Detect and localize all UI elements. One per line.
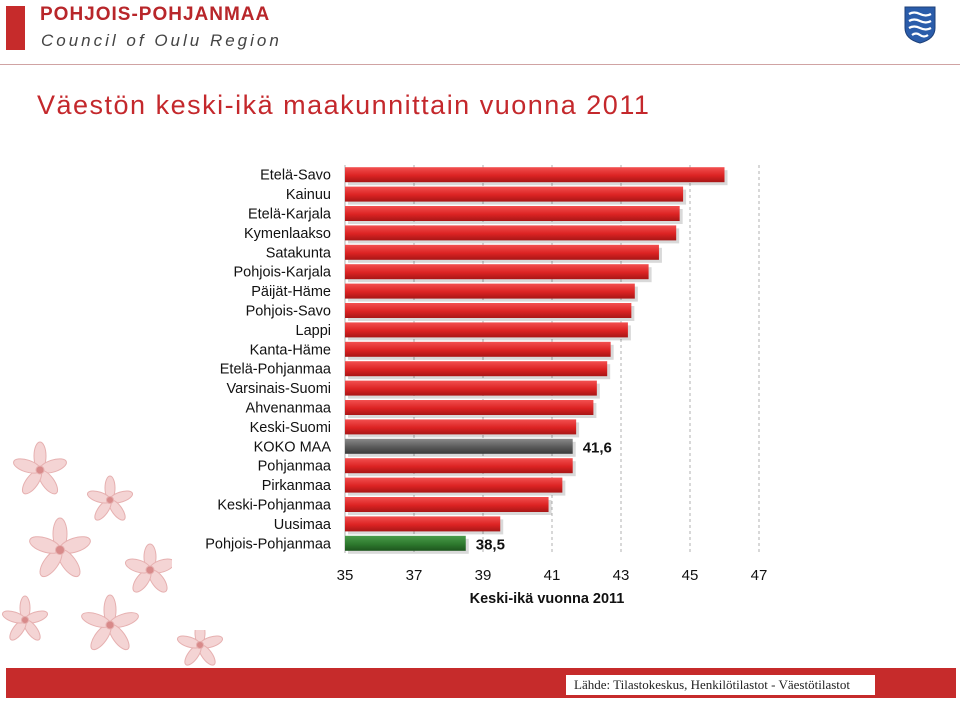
bar [345,497,549,512]
category-label: Kainuu [286,187,331,203]
category-label: Keski-Suomi [250,420,331,436]
x-tick-label: 37 [406,567,423,584]
bar [345,516,501,532]
bar [345,477,563,493]
x-tick-label: 41 [544,567,561,584]
category-label: Pohjois-Karjala [233,265,331,281]
category-label: Etelä-Karjala [248,207,332,223]
bar [345,535,466,551]
bar [345,322,628,338]
org-subtitle: Council of Oulu Region [41,31,282,50]
category-label: Satakunta [266,245,332,261]
header-accent-bar [6,6,25,50]
bar [345,400,594,415]
bar [345,283,635,299]
x-tick-label: 47 [751,567,768,584]
category-label: Päijät-Häme [251,284,331,300]
category-label: KOKO MAA [254,439,332,455]
category-label: Uusimaa [274,517,332,533]
coat-of-arms-icon [904,6,936,44]
category-label: Pohjois-Savo [246,304,331,320]
data-label: 38,5 [476,536,505,553]
category-label: Kymenlaakso [244,226,331,242]
category-label: Etelä-Pohjanmaa [220,362,332,378]
bar [345,186,684,202]
category-label: Keski-Pohjanmaa [217,498,332,514]
category-label: Pohjanmaa [258,459,332,475]
slide-title: Väestön keski-ikä maakunnittain vuonna 2… [37,90,651,120]
x-tick-label: 35 [337,567,354,584]
category-label: Etelä-Savo [260,168,331,184]
category-label: Pirkanmaa [262,478,332,494]
x-tick-label: 45 [682,567,699,584]
flower-decoration [1,430,300,666]
source-note: Lähde: Tilastokeskus, Henkilötilastot - … [566,675,875,695]
bar [345,303,632,318]
bar [345,244,659,260]
bar [345,341,611,357]
bar [345,167,725,183]
bar [345,419,577,435]
category-label: Ahvenanmaa [246,401,332,417]
bar [345,438,573,454]
category-label: Kanta-Häme [250,342,331,358]
x-tick-label: 43 [613,567,630,584]
bar [345,458,573,474]
bar [345,361,608,377]
x-tick-label: 39 [475,567,492,584]
category-label: Varsinais-Suomi [227,381,332,397]
bar [345,264,649,280]
bar [345,225,677,241]
x-axis-title: Keski-ikä vuonna 2011 [470,591,625,607]
bar [345,380,597,396]
data-label: 41,6 [583,439,612,456]
category-label: Lappi [296,323,331,339]
org-name: POHJOIS-POHJANMAA [40,4,271,25]
category-label: Pohjois-Pohjanmaa [205,536,332,552]
bar [345,206,680,221]
header-divider [0,64,960,65]
